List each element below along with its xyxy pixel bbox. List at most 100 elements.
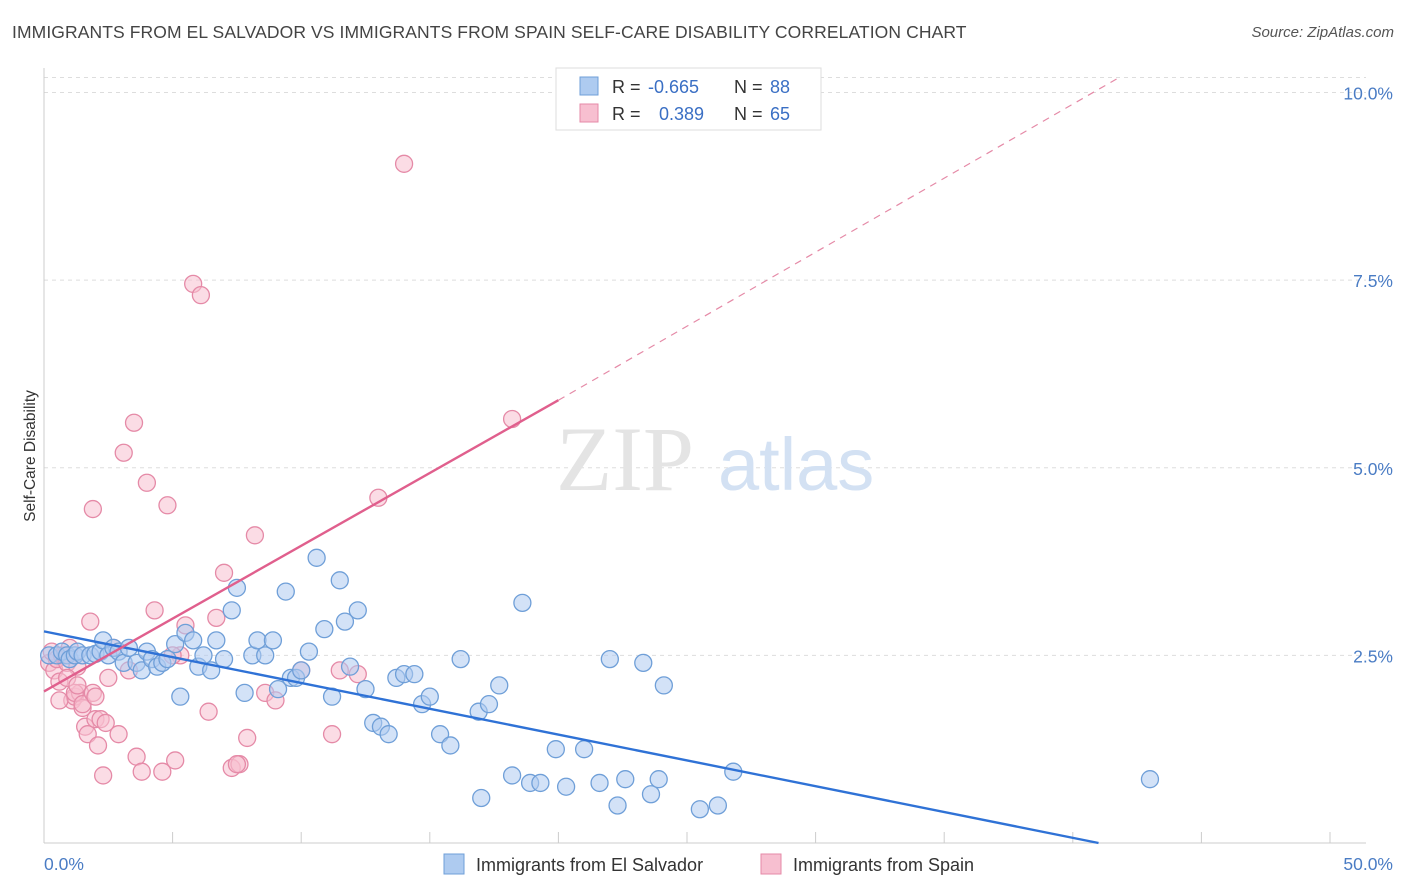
el-salvador-points: [39, 548, 1160, 819]
spain-point-60: [50, 691, 69, 710]
trend-lines: [43, 76, 1120, 845]
spain-point-33: [166, 751, 185, 770]
spain-point-23: [109, 725, 128, 744]
el-salvador-point-46: [307, 548, 326, 567]
legend-box: [555, 67, 822, 131]
el-salvador-point-81: [634, 653, 653, 673]
el-salvador-point-70: [513, 593, 532, 612]
watermark: ZIP atlas: [556, 408, 874, 510]
axes: [43, 68, 1366, 844]
spain-point-62: [68, 676, 87, 695]
x-tick-label-0: 0.0%: [44, 854, 84, 874]
el-salvador-point-37: [248, 631, 267, 650]
y-tick-label-3: 10.0%: [1343, 84, 1393, 104]
el-salvador-point-45: [299, 642, 319, 661]
spain-trend-line: [43, 399, 559, 693]
spain-point-21: [99, 668, 118, 688]
el-salvador-point-80: [600, 649, 619, 669]
el-salvador-point-76: [590, 773, 609, 793]
series-legend-swatch-el-salvador: [444, 854, 464, 874]
series-legend: Immigrants from El Salvador Immigrants f…: [443, 853, 974, 875]
legend-r-label-2: R =: [612, 104, 641, 124]
el-salvador-point-39: [263, 631, 283, 650]
spain-point-58: [96, 713, 115, 733]
spain-point-16: [81, 612, 100, 631]
x-tick-label-1: 50.0%: [1343, 854, 1393, 874]
y-tick-label-2: 7.5%: [1353, 271, 1393, 291]
x-axis-ticks: [43, 832, 1331, 843]
el-salvador-point-87: [1140, 770, 1160, 789]
el-salvador-point-49: [330, 571, 349, 590]
legend-swatch-el-salvador: [580, 77, 598, 95]
spain-point-30: [145, 601, 164, 620]
el-salvador-point-69: [472, 788, 491, 808]
spain-point-28: [132, 762, 151, 781]
spain-point-53: [502, 409, 522, 429]
spain-point-19: [88, 736, 108, 755]
el-salvador-point-78: [616, 770, 635, 789]
el-salvador-point-82: [641, 785, 661, 804]
el-salvador-point-51: [340, 657, 360, 676]
el-salvador-point-67: [490, 676, 509, 695]
spain-point-63: [227, 755, 247, 774]
el-salvador-point-35: [235, 683, 254, 703]
spain-point-31: [153, 762, 172, 781]
spain-point-52: [394, 154, 414, 173]
spain-point-40: [214, 563, 234, 582]
el-salvador-trend-line: [43, 630, 1099, 845]
series-legend-swatch-spain: [761, 854, 781, 874]
grid-lines: [44, 77, 1366, 656]
el-salvador-point-84: [690, 800, 710, 819]
el-salvador-point-77: [608, 796, 627, 815]
el-salvador-point-23: [158, 649, 177, 669]
legend-r-label-1: R =: [612, 77, 641, 97]
el-salvador-point-64: [451, 649, 470, 669]
spain-point-29: [137, 473, 157, 492]
el-salvador-point-40: [268, 680, 288, 699]
y-tick-label-0: 2.5%: [1353, 646, 1393, 666]
spain-point-38: [199, 702, 218, 721]
el-salvador-point-50: [335, 612, 355, 631]
el-salvador-point-86: [708, 796, 728, 815]
legend-r-value-2: 0.389: [659, 104, 704, 124]
legend-n-value-2: 65: [770, 104, 790, 124]
spain-point-17: [83, 499, 103, 519]
el-salvador-point-62: [430, 725, 450, 744]
legend-r-value-1: -0.665: [648, 77, 699, 97]
el-salvador-point-41: [276, 582, 295, 601]
el-salvador-point-44: [292, 661, 311, 680]
spain-point-59: [86, 687, 105, 706]
spain-point-24: [114, 443, 133, 462]
el-salvador-point-74: [556, 777, 576, 796]
el-salvador-point-83: [649, 770, 668, 789]
legend-n-label-2: N =: [734, 104, 763, 124]
el-salvador-point-61: [420, 687, 439, 706]
spain-trend-extension: [558, 76, 1120, 401]
spain-point-43: [238, 728, 257, 748]
x-tick-labels: 0.0% 50.0%: [44, 854, 1393, 874]
el-salvador-point-68: [502, 766, 522, 785]
series-legend-label-el-salvador: Immigrants from El Salvador: [476, 855, 703, 875]
el-salvador-point-72: [531, 773, 550, 793]
y-tick-labels: 2.5% 5.0% 7.5% 10.0%: [1343, 84, 1393, 667]
el-salvador-point-27: [184, 631, 203, 650]
spain-point-39: [207, 608, 226, 628]
y-tick-label-1: 5.0%: [1353, 459, 1393, 479]
el-salvador-point-63: [441, 736, 460, 755]
spain-point-20: [94, 766, 113, 785]
el-salvador-point-24: [166, 634, 185, 654]
el-salvador-point-66: [479, 695, 499, 714]
spain-point-15: [78, 725, 97, 744]
watermark-zip: ZIP: [556, 408, 694, 510]
series-legend-swatch-el-salvador-border: [443, 853, 465, 875]
el-salvador-point-59: [405, 664, 424, 684]
el-salvador-point-33: [222, 601, 241, 620]
spain-point-32: [158, 496, 177, 515]
spain-point-37: [191, 286, 211, 305]
el-salvador-point-47: [315, 619, 334, 639]
el-salvador-point-53: [356, 680, 375, 699]
el-salvador-point-38: [256, 646, 275, 665]
chart-source: Source: ZipAtlas.com: [1251, 24, 1394, 41]
el-salvador-point-25: [171, 687, 190, 706]
